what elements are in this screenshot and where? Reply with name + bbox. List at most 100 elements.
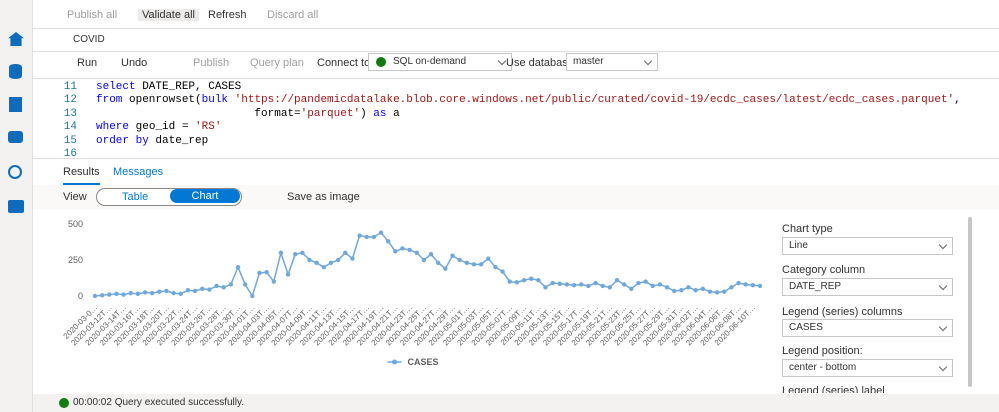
category-column-value: DATE_REP xyxy=(789,281,842,292)
data-point xyxy=(235,265,241,270)
table-option[interactable]: Table xyxy=(122,191,149,203)
chart-type-dropdown[interactable]: Line xyxy=(782,237,953,255)
data-point xyxy=(643,279,648,284)
data-point xyxy=(450,253,455,258)
code-token: format= xyxy=(96,107,301,120)
develop-icon[interactable] xyxy=(9,97,22,112)
tab-title[interactable]: COVID xyxy=(73,34,105,45)
data-point xyxy=(729,285,734,290)
data-point xyxy=(536,277,541,283)
monitor-icon[interactable] xyxy=(8,165,22,179)
validate-all[interactable]: Validate all xyxy=(138,9,199,21)
success-icon xyxy=(59,398,69,408)
data-point xyxy=(200,286,205,291)
data-point xyxy=(428,252,434,257)
data-point xyxy=(278,250,284,255)
connect-dropdown[interactable]: SQL on-demand xyxy=(368,53,512,71)
code-line: from openrowset(bulk 'https://pandemicda… xyxy=(96,94,961,106)
integrate-icon[interactable] xyxy=(8,131,23,143)
chart: 02505002020-03-0…2020-03-12T…2020-03-14T… xyxy=(62,219,763,367)
data-point xyxy=(514,280,520,285)
code-token: order by xyxy=(96,134,149,147)
publish[interactable]: Publish xyxy=(193,57,230,69)
code-token: from xyxy=(96,94,123,107)
category-column-dropdown[interactable]: DATE_REP xyxy=(782,278,953,296)
data-point xyxy=(135,291,141,297)
discard-all[interactable]: Discard all xyxy=(267,9,319,21)
data-point xyxy=(571,283,577,288)
data-point xyxy=(736,280,741,286)
data-point xyxy=(557,281,562,286)
chart-option[interactable]: Chart xyxy=(170,189,240,203)
data-point xyxy=(521,277,527,283)
line-number: 16 xyxy=(63,148,77,160)
query-plan[interactable]: Query plan xyxy=(250,57,304,69)
legend-columns-label: Legend (series) columns xyxy=(782,306,903,318)
code-token: openrowset( xyxy=(122,94,202,107)
data-point xyxy=(164,288,169,294)
database-dropdown[interactable]: master xyxy=(566,53,658,71)
data-point xyxy=(478,262,484,267)
data-point xyxy=(185,288,191,293)
data-point xyxy=(528,276,534,281)
data-point xyxy=(328,260,334,266)
manage-icon[interactable] xyxy=(8,200,24,213)
data-point xyxy=(364,234,369,240)
data-point xyxy=(621,282,627,287)
data-point xyxy=(607,285,613,290)
data-point xyxy=(693,288,698,293)
data-point xyxy=(564,282,570,287)
code-token: as xyxy=(373,107,387,120)
chart-type-label: Chart type xyxy=(782,223,833,235)
data-point xyxy=(150,290,155,296)
data-point xyxy=(114,291,119,297)
data-point xyxy=(378,230,384,235)
save-as-image[interactable]: Save as image xyxy=(287,191,360,203)
data-point xyxy=(722,289,727,294)
refresh[interactable]: Refresh xyxy=(208,9,247,21)
data-point xyxy=(686,285,691,290)
legend-columns-dropdown[interactable]: CASES xyxy=(782,319,953,337)
data-point xyxy=(614,277,620,283)
data-point xyxy=(121,292,126,297)
code-token: , xyxy=(954,94,961,107)
results-tab[interactable]: Results xyxy=(63,166,100,185)
data-point xyxy=(714,290,720,295)
home-icon[interactable] xyxy=(8,32,24,46)
data-point xyxy=(371,234,377,240)
code-token: geo_id = xyxy=(129,121,196,134)
code-editor[interactable]: 11 select DATE_REP, CASES 12 from openrowse… xyxy=(33,78,999,160)
messages-tab[interactable]: Messages xyxy=(113,166,164,178)
data-icon[interactable] xyxy=(9,64,22,79)
data-point xyxy=(128,290,133,296)
code-token: date_rep xyxy=(148,134,209,147)
data-point xyxy=(500,269,505,274)
data-point xyxy=(293,252,298,257)
line-number: 11 xyxy=(63,81,77,93)
code-token: DATE_REP, CASES xyxy=(135,81,242,93)
data-point xyxy=(250,293,255,299)
data-point xyxy=(393,249,398,254)
data-point xyxy=(436,260,441,266)
data-point xyxy=(300,250,305,255)
data-point xyxy=(543,285,548,290)
data-point xyxy=(671,288,677,294)
undo[interactable]: Undo xyxy=(121,57,148,69)
data-point xyxy=(343,250,348,255)
code-token: bulk xyxy=(201,94,229,107)
scrollbar xyxy=(968,217,972,387)
data-point xyxy=(600,283,605,289)
code-token: ) xyxy=(360,107,374,120)
data-point xyxy=(407,247,412,253)
y-tick-label: 0 xyxy=(78,291,83,301)
publish-all[interactable]: Publish all xyxy=(67,9,118,21)
data-point xyxy=(192,288,198,294)
data-point xyxy=(350,256,355,261)
legend-position-dropdown[interactable]: center - bottom xyxy=(782,359,953,377)
line-number: 15 xyxy=(63,134,77,147)
code-line: select DATE_REP, CASES xyxy=(96,81,241,93)
run[interactable]: Run xyxy=(77,57,98,69)
code-token: 'https://pandemicdatalake.blob.core.wind… xyxy=(234,94,955,107)
data-point xyxy=(579,282,584,287)
data-point xyxy=(207,287,212,292)
